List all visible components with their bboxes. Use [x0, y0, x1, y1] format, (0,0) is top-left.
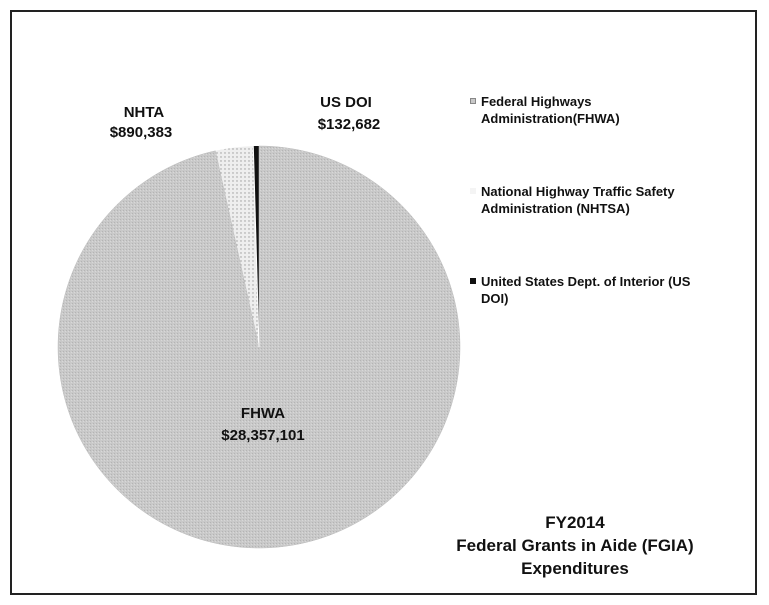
legend-item-fhwa: Federal Highways Administration(FHWA): [470, 93, 721, 127]
chart-title: FY2014 Federal Grants in Aide (FGIA) Exp…: [410, 511, 740, 580]
slice-label-usdoi-value: $132,682: [318, 116, 381, 133]
chart-title-line-3: Expenditures: [521, 559, 629, 578]
slice-label-fhwa-name: FHWA: [241, 405, 285, 422]
slice-label-fhwa-value: $28,357,101: [221, 427, 304, 444]
slice-label-usdoi-name: US DOI: [320, 94, 372, 111]
slice-label-nhta-name: NHTA: [124, 104, 165, 121]
legend-swatch-nhtsa: [470, 188, 476, 194]
pie-slice-fhwa: [57, 145, 461, 549]
legend-swatch-usdoi: [470, 278, 476, 284]
legend-item-nhtsa: National Highway Traffic Safety Administ…: [470, 183, 681, 217]
chart-title-line-2: Federal Grants in Aide (FGIA): [456, 536, 694, 555]
legend-label-nhtsa: National Highway Traffic Safety Administ…: [481, 184, 675, 216]
pie-slice-nhta: [215, 146, 259, 347]
legend-item-usdoi: United States Dept. of Interior (US DOI): [470, 273, 721, 307]
slice-label-nhta-value: $890,383: [110, 124, 173, 141]
legend-swatch-fhwa: [470, 98, 476, 104]
legend-label-usdoi: United States Dept. of Interior (US DOI): [481, 274, 691, 306]
chart-title-line-1: FY2014: [545, 513, 605, 532]
slice-separator: [252, 146, 260, 348]
legend-label-fhwa: Federal Highways Administration(FHWA): [481, 94, 620, 126]
